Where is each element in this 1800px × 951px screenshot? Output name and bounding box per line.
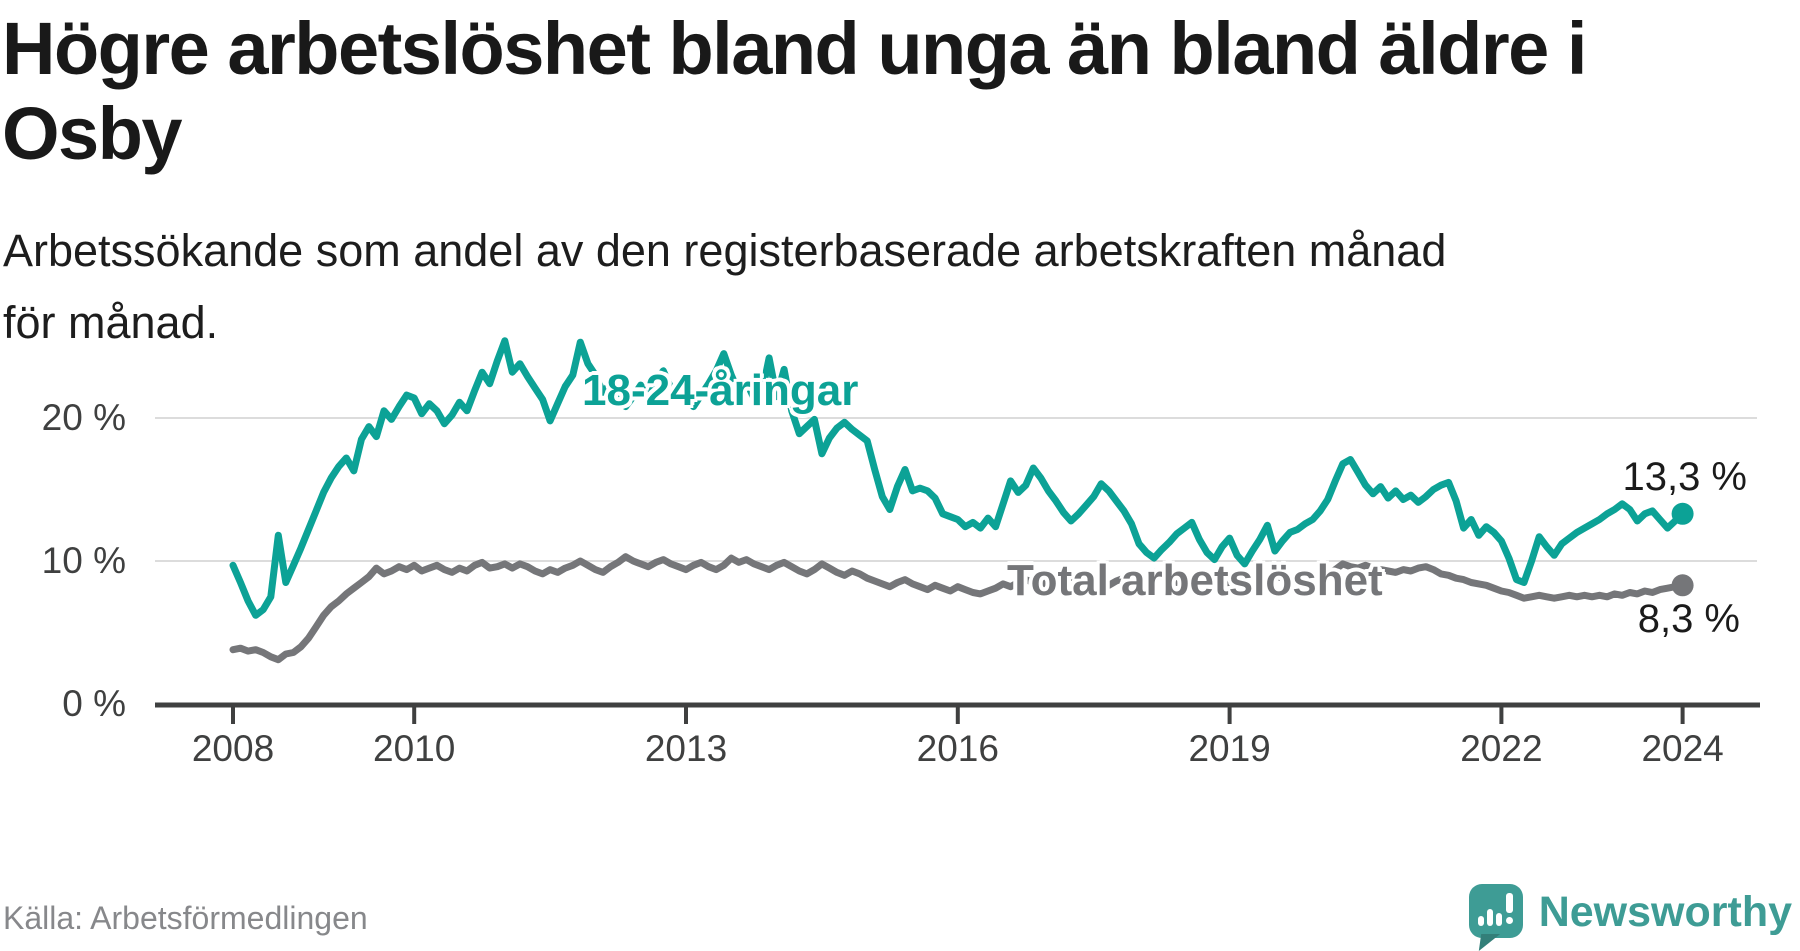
x-tick-label: 2008 xyxy=(191,728,275,769)
x-tick-label: 2010 xyxy=(373,728,456,769)
newsworthy-logo-icon xyxy=(1468,884,1523,951)
logo-bar-icon xyxy=(1486,909,1493,926)
line-series-young xyxy=(229,337,1687,619)
page-title: Högre arbetslöshet bland unga än bland ä… xyxy=(2,7,1587,175)
source-credit: Källa: Arbetsförmedlingen xyxy=(3,900,368,936)
end-value-total: 8,3 % xyxy=(1637,597,1740,641)
x-tick-label: 2019 xyxy=(1188,728,1271,769)
newsworthy-branding: Newsworthy xyxy=(1468,884,1792,951)
y-tick-label: 0 % xyxy=(62,683,126,724)
line-series-total xyxy=(229,553,1687,664)
x-tick-label: 2022 xyxy=(1460,728,1543,769)
x-tick-label: 2024 xyxy=(1641,728,1724,769)
y-tick-label: 10 % xyxy=(41,540,126,581)
series-label-young: 18-24-åringar xyxy=(582,366,859,415)
end-point-dot xyxy=(1671,574,1694,597)
end-point-dot xyxy=(1671,502,1694,525)
y-tick-label: 20 % xyxy=(41,397,126,438)
logo-exclamation-dot-icon xyxy=(1505,917,1513,924)
newsworthy-wordmark: Newsworthy xyxy=(1538,887,1792,936)
x-tick-label: 2016 xyxy=(916,728,999,769)
logo-bar-icon xyxy=(1477,916,1484,926)
logo-bar-icon xyxy=(1495,913,1502,926)
speech-bubble-tail xyxy=(1478,934,1500,951)
chart-subtitle: Arbetssökande som andel av den registerb… xyxy=(3,225,1447,348)
logo-exclamation-icon xyxy=(1505,893,1513,913)
x-tick-label: 2013 xyxy=(644,728,728,769)
end-value-young: 13,3 % xyxy=(1622,455,1747,499)
series-label-total: Total arbetslöshet xyxy=(1007,556,1383,605)
